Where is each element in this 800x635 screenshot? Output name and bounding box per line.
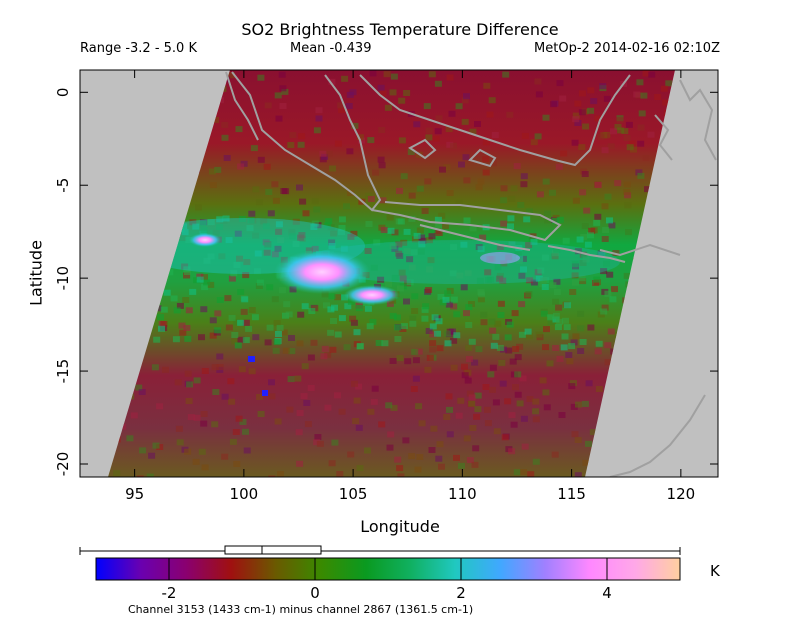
so2-plume-tail <box>344 285 400 305</box>
x-tick-label: 120 <box>667 485 696 503</box>
so2-plume-west <box>189 233 221 247</box>
range-text: Range -3.2 - 5.0 K <box>80 41 197 56</box>
map-area <box>80 70 718 477</box>
coastline-bangka <box>408 138 437 160</box>
colorbar-unit: K <box>710 562 720 580</box>
low-value-pixel <box>248 356 255 362</box>
y-tick-label: -5 <box>54 178 72 193</box>
colorbar <box>95 557 681 581</box>
range-indicator <box>79 545 681 555</box>
x-tick-label: 105 <box>339 485 368 503</box>
x-axis-ticks: 95 100 105 110 115 120 <box>125 70 695 503</box>
low-value-pixel <box>262 390 268 396</box>
y-tick-label: -10 <box>54 266 72 291</box>
colorbar-tick-label: 4 <box>602 584 612 602</box>
x-tick-label: 95 <box>125 485 144 503</box>
x-axis-label: Longitude <box>360 517 440 536</box>
coastline-java-south <box>419 224 531 251</box>
x-tick-label: 115 <box>557 485 586 503</box>
coastline-borneo <box>359 74 631 167</box>
satellite-datetime-text: MetOp-2 2014-02-16 02:10Z <box>534 41 720 56</box>
coastline-sumatra-east <box>231 71 382 212</box>
so2-plume-main <box>274 250 370 294</box>
plot-title: SO2 Brightness Temperature Difference <box>241 20 559 39</box>
y-axis-ticks: 0 -5 -10 -15 -20 <box>54 88 718 477</box>
y-tick-label: 0 <box>54 88 72 98</box>
coastline-java <box>371 201 562 242</box>
colorbar-tick-label: -2 <box>162 584 177 602</box>
coastline-bali-lombok <box>547 245 626 263</box>
colorbar-tick-label: 0 <box>310 584 320 602</box>
y-tick-label: -15 <box>54 359 72 384</box>
coastline-new-guinea <box>679 79 717 161</box>
coastline-islands <box>468 148 497 168</box>
coastline-sulawesi <box>654 114 673 161</box>
coastline-australia <box>609 394 706 477</box>
y-tick-label: -20 <box>54 452 72 477</box>
x-tick-label: 110 <box>448 485 477 503</box>
x-tick-label: 100 <box>230 485 259 503</box>
map-frame <box>79 69 719 478</box>
coastlines <box>225 71 717 477</box>
coastline-sumatra-west <box>225 71 259 141</box>
y-axis-label: Latitude <box>26 240 46 306</box>
mean-text: Mean -0.439 <box>290 41 372 56</box>
colorbar-ticks: -2 0 2 4 <box>162 558 612 602</box>
mean-range-box <box>224 545 322 555</box>
colorbar-tick-label: 2 <box>456 584 466 602</box>
channel-footnote: Channel 3153 (1433 cm-1) minus channel 2… <box>128 603 474 616</box>
coastline-timor <box>599 243 681 257</box>
